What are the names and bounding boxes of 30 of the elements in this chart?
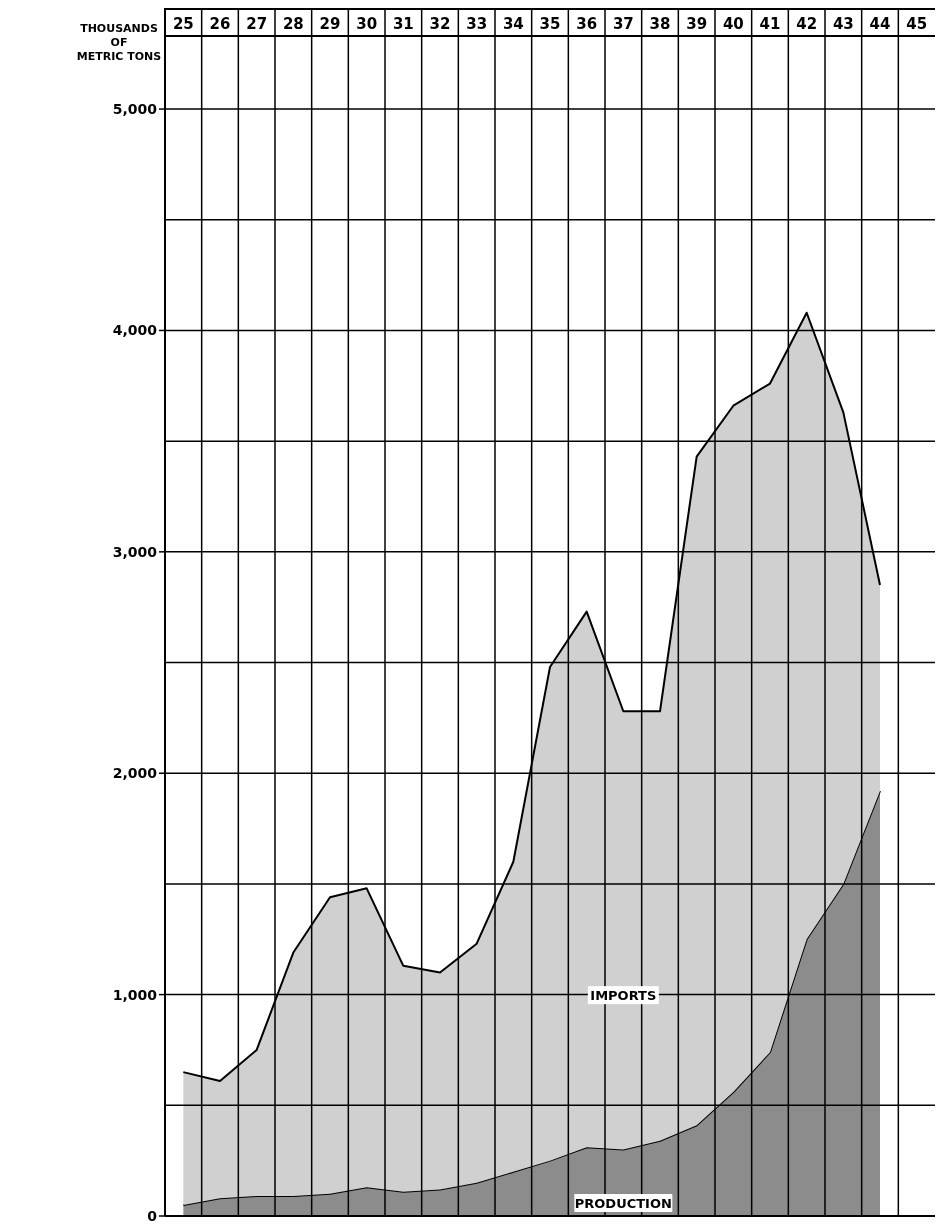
y-axis-title: THOUSANDS OF METRIC TONS [76,22,162,63]
x-tick-label: 31 [392,15,414,33]
x-tick-label: 30 [356,15,378,33]
x-tick-label: 39 [686,15,708,33]
y-tick-label: 5,000 [112,101,158,118]
y-tick-label: 4,000 [112,322,158,339]
y-tick-label: 1,000 [112,986,158,1003]
x-tick-label: 35 [539,15,561,33]
x-tick-label: 42 [796,15,818,33]
x-tick-label: 33 [466,15,488,33]
x-tick-label: 45 [906,15,928,33]
y-tick-label: 0 [147,1208,158,1224]
x-tick-label: 37 [612,15,634,33]
x-tick-label: 43 [832,15,854,33]
y-tick-label: 2,000 [112,765,158,782]
x-tick-label: 36 [576,15,598,33]
x-tick-label: 25 [172,15,194,33]
x-tick-label: 38 [649,15,671,33]
x-tick-label: 27 [246,15,268,33]
x-tick-label: 28 [282,15,304,33]
x-tick-label: 40 [722,15,744,33]
x-tick-label: 41 [759,15,781,33]
x-tick-label: 44 [869,15,891,33]
x-tick-label: 26 [209,15,231,33]
x-tick-label: 29 [319,15,341,33]
x-tick-label: 34 [502,15,524,33]
y-tick-label: 3,000 [112,543,158,560]
x-tick-label: 32 [429,15,451,33]
series-label: PRODUCTION [574,1196,672,1211]
series-label: IMPORTS [590,988,657,1004]
